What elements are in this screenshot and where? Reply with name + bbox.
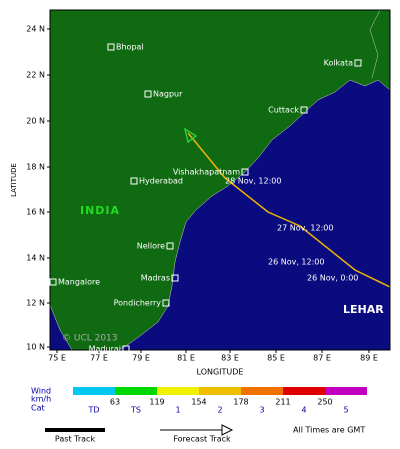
y-tick-label: 20 N — [26, 117, 45, 126]
legend-swatch — [157, 387, 199, 395]
x-tick-label: 77 E — [90, 354, 108, 363]
city-marker — [49, 278, 57, 286]
legend-swatch — [115, 387, 157, 395]
legend-swatch — [325, 387, 367, 395]
legend-swatch — [241, 387, 283, 395]
city-marker — [162, 299, 170, 307]
x-tick-label: 81 E — [177, 354, 195, 363]
x-tick-label: 89 E — [360, 354, 378, 363]
x-tick-label: 87 E — [313, 354, 331, 363]
x-label: LONGITUDE — [197, 368, 244, 377]
past-key: Past Track — [55, 435, 96, 444]
city-marker — [354, 59, 362, 67]
city-label: Madras — [141, 274, 170, 283]
time-note: All Times are GMT — [293, 426, 365, 435]
unit-label: km/h — [31, 395, 51, 404]
city-label: Kolkata — [324, 59, 353, 68]
y-tick-label: 12 N — [26, 299, 45, 308]
category-label: TS — [130, 406, 141, 415]
track-label: 26 Nov, 0:00 — [307, 274, 358, 283]
y-tick-label: 10 N — [26, 343, 45, 352]
city-label: Vishakhapatnam — [173, 168, 240, 177]
city-marker — [130, 177, 138, 185]
city-marker — [144, 90, 152, 98]
city-label: Mangalore — [58, 278, 100, 287]
category-label: 3 — [259, 406, 264, 415]
threshold-label: 178 — [233, 398, 248, 407]
threshold-label: 250 — [317, 398, 332, 407]
border — [369, 9, 381, 79]
city-label: Bhopal — [116, 43, 144, 52]
threshold-label: 119 — [149, 398, 164, 407]
region-label: INDIA — [80, 204, 120, 217]
legend-swatch — [73, 387, 115, 395]
x-tick-label: 85 E — [267, 354, 285, 363]
city-marker — [300, 106, 308, 114]
y-label: LATITUDE — [10, 163, 18, 197]
track-label: 28 Nov, 12:00 — [225, 177, 281, 186]
forecast-key-arrow — [221, 424, 234, 436]
track-label: 26 Nov, 12:00 — [268, 258, 324, 267]
city-label: Madurai — [89, 345, 121, 354]
x-tick-label: 83 E — [221, 354, 239, 363]
forecast-arrow — [183, 127, 198, 144]
legend-swatch — [199, 387, 241, 395]
city-marker — [166, 242, 174, 250]
city-marker — [171, 274, 179, 282]
x-tick-label: 75 E — [48, 354, 66, 363]
storm-name: LEHAR — [343, 303, 384, 316]
city-label: Hyderabad — [139, 177, 183, 186]
category-label: 1 — [175, 406, 180, 415]
cat-label: Cat — [31, 404, 45, 413]
y-tick-label: 16 N — [26, 208, 45, 217]
threshold-label: 63 — [110, 398, 120, 407]
map-frame — [49, 9, 391, 351]
y-tick-label: 18 N — [26, 163, 45, 172]
x-tick-label: 79 E — [132, 354, 150, 363]
copyright: © UCL 2013 — [62, 334, 118, 344]
threshold-label: 154 — [191, 398, 206, 407]
category-label: 2 — [217, 406, 222, 415]
forecast-key: Forecast Track — [173, 435, 231, 444]
y-tick-label: 14 N — [26, 254, 45, 263]
y-tick-label: 24 N — [26, 25, 45, 34]
city-label: Cuttack — [268, 106, 299, 115]
city-label: Nellore — [137, 242, 165, 251]
y-tick-label: 22 N — [26, 71, 45, 80]
legend-swatch — [283, 387, 325, 395]
track-label: 27 Nov, 12:00 — [277, 224, 333, 233]
city-label: Pondicherry — [114, 299, 162, 308]
category-label: 5 — [343, 406, 348, 415]
wind-label: Wind — [31, 387, 51, 396]
city-label: Nagpur — [153, 90, 183, 99]
city-marker — [122, 345, 130, 353]
category-label: TD — [87, 406, 99, 415]
city-marker — [241, 168, 249, 176]
category-label: 4 — [301, 406, 306, 415]
threshold-label: 211 — [275, 398, 290, 407]
forecast-track — [187, 132, 226, 179]
city-marker — [107, 43, 115, 51]
past-track — [224, 177, 391, 288]
